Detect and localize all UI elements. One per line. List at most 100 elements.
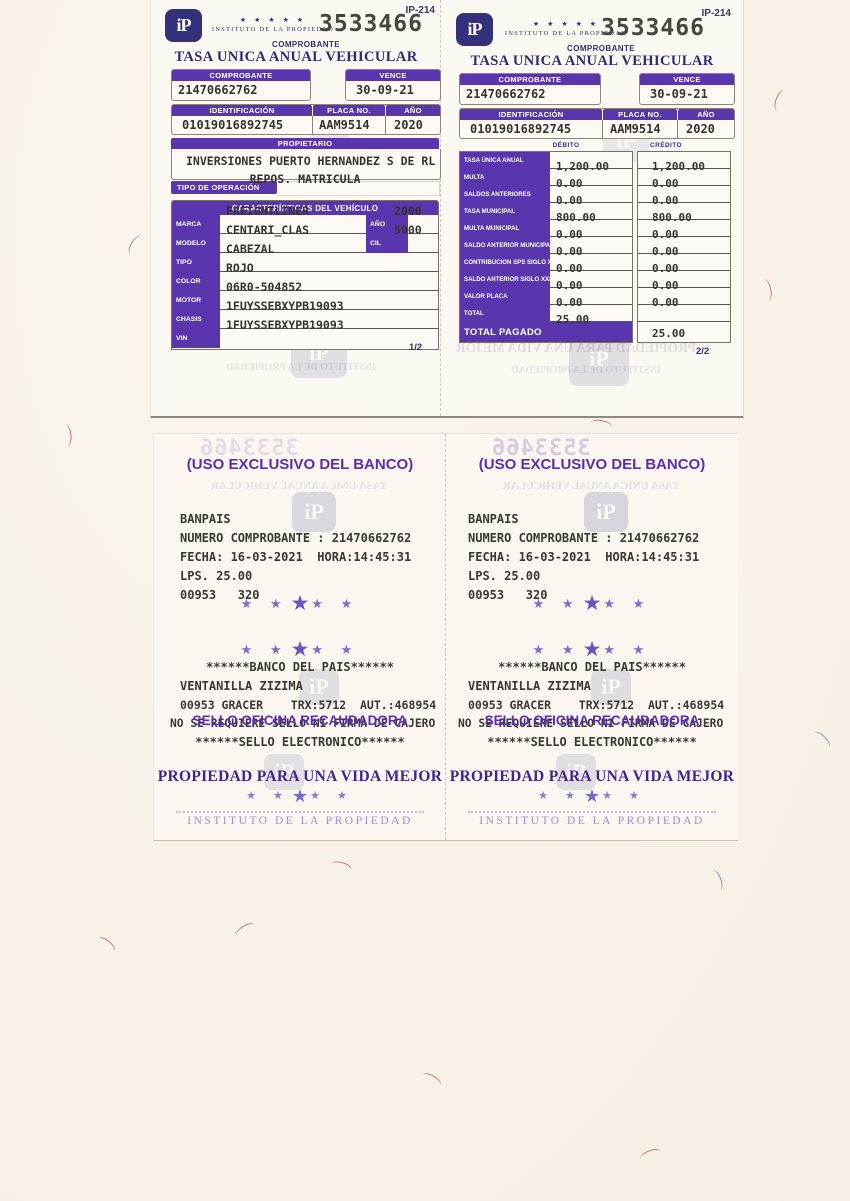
vehicle-tax-stub-2: iP ★ ★ ★ ★ ★ Instituto de la Propiedad 3…: [441, 0, 743, 416]
divider: [602, 120, 603, 138]
credito-value: 0.00: [652, 228, 679, 241]
star-icon: ★ ★: [240, 596, 289, 611]
caja-codigo-line: 00953 320: [180, 588, 260, 602]
dotted-divider: [468, 811, 716, 813]
marca-value: FREIGHTLINER: [226, 204, 310, 218]
star-icon: ★: [583, 786, 601, 806]
paper-fiber: [809, 728, 833, 753]
identification-row: IDENTIFICACIÓN PLACA No. AÑO 01019016892…: [171, 104, 441, 135]
credito-value: 0.00: [652, 296, 679, 309]
anio-label: AÑO: [386, 105, 440, 116]
paper-fiber: [772, 88, 790, 113]
propietario-label: PROPIETARIO: [171, 138, 439, 149]
bank-name: BANPAIS: [468, 512, 519, 526]
credit-row: [638, 237, 730, 254]
vehicle-row-tipo: TIPO: [172, 253, 438, 272]
credit-row: [638, 271, 730, 288]
charge-row: VALOR PLACA: [460, 288, 632, 305]
debito-value: 0.00: [556, 296, 583, 309]
placa-value: AAM9514: [319, 118, 370, 132]
credito-value: 25.00: [652, 327, 686, 340]
sello-oficina-recaudadora: SELLO OFICINA RECAUDADORA: [484, 713, 700, 728]
uso-exclusivo-banco: (USO EXCLUSIVO DEL BANCO): [478, 456, 706, 473]
identificacion-label: IDENTIFICACIÓN: [172, 105, 312, 116]
perforation-line: [445, 434, 446, 840]
perforation-line: [440, 0, 441, 416]
cil-value: 5000: [394, 223, 422, 237]
vehicle-row-modelo: MODELO CIL: [172, 234, 438, 253]
monto-line: LPS. 25.00: [468, 569, 541, 583]
slogan: PROPIEDAD PARA UNA VIDA MEJOR: [449, 768, 735, 785]
star-icon: ★ ★: [532, 642, 581, 657]
uso-exclusivo-banco: (USO EXCLUSIVO DEL BANCO): [186, 456, 414, 473]
form-title: TASA UNICA ANUAL VEHICULAR: [470, 53, 714, 69]
owner-name: INVERSIONES PUERTO HERNANDEZ S DE RL: [186, 154, 436, 168]
placa-value: AAM9514: [610, 122, 661, 136]
star-icon: ★ ★: [603, 642, 652, 657]
star-icon: ★ ★: [532, 596, 581, 611]
charge-row: MULTA MUNICIPAL: [460, 220, 632, 237]
vence-field: VENCE 30-09-21: [345, 69, 441, 101]
debito-value: 25.00: [556, 313, 590, 326]
banco-del-pais-line: ******BANCO DEL PAIS******: [206, 660, 394, 674]
star-icon: ★: [290, 592, 310, 615]
vence-field-label: VENCE: [346, 70, 440, 81]
page-number: 1/2: [409, 342, 423, 353]
receipt-sheet-bank: 3533466 TASA UNICA ANUAL VEHICULAR iP iP…: [153, 433, 738, 841]
serial-number: 3533466: [319, 11, 423, 37]
star-icon: ★ ★: [310, 790, 354, 802]
debito-header: DÉBITO: [552, 142, 580, 149]
sello-electronico-line: ******SELLO ELECTRONICO******: [195, 735, 405, 749]
bank-name: BANPAIS: [180, 512, 231, 526]
divider: [677, 120, 678, 138]
debito-value: 800.00: [556, 211, 596, 224]
comprobante-field-value: 21470662762: [178, 83, 258, 97]
vehicle-row-marca: MARCA AÑO: [172, 215, 438, 234]
paper-fiber: [758, 278, 774, 303]
institute-name: Instituto de la Propiedad: [504, 30, 628, 37]
dotted-divider: [176, 811, 424, 813]
tipo-value: CABEZAL: [226, 242, 275, 256]
header-stars: ★ ★ ★ ★ ★: [239, 17, 307, 24]
comprobante-field: COMPROBANTE 21470662762: [171, 69, 311, 101]
paper-fiber: [328, 859, 354, 876]
debito-value: 0.00: [556, 262, 583, 275]
credit-row: [638, 169, 730, 186]
star-icon: ★ ★: [240, 642, 289, 657]
tipo-operacion-box: [278, 181, 440, 196]
star-icon: ★: [291, 786, 309, 806]
vehicle-table-title: CARACTERÍSTICAS DEL VEHÍCULO: [172, 201, 438, 215]
credito-value: 800.00: [652, 211, 692, 224]
caja-codigo-line: 00953 320: [468, 588, 548, 602]
charge-row: MULTA: [460, 169, 632, 186]
credit-row: [638, 152, 730, 169]
charge-row: SALDO ANTERIOR SIGLO XXI: [460, 271, 632, 288]
star-icon: ★ ★: [603, 596, 652, 611]
credito-header: CRÉDITO: [650, 142, 682, 149]
debito-value: 1,200.00: [556, 160, 609, 173]
ghost-mirrored-title: TASA UNICA ANUAL VEHICULAR: [210, 480, 388, 492]
star-icon: ★: [582, 592, 602, 615]
bank-stub-1: 3533466 TASA UNICA ANUAL VEHICULAR iP iP…: [154, 434, 446, 840]
divider: [312, 116, 313, 134]
paper-fiber: [233, 920, 259, 941]
charge-row: SALDO ANTERIOR MUNICIPAL: [460, 237, 632, 254]
vehicle-row-motor: MOTOR: [172, 291, 438, 310]
ghost-mirrored-title: TASA UNICA ANUAL VEHICULAR: [502, 480, 680, 492]
trx-line: 00953 GRACER TRX:5712 AUT.:468954: [468, 698, 725, 712]
vehicle-row-chasis: CHASIS: [172, 310, 438, 329]
numero-comprobante-line: NUMERO COMPROBANTE : 21470662762: [468, 531, 700, 545]
placa-label: PLACA No.: [603, 109, 677, 120]
star-icon: ★ ★: [246, 790, 290, 802]
modelo-value: CENTARI_CLAS: [226, 223, 310, 237]
charge-row: TASA MUNICIPAL: [460, 203, 632, 220]
ventanilla-line: VENTANILLA ZIZIMA: [468, 679, 591, 693]
credito-value: 0.00: [652, 279, 679, 292]
sello-oficina-recaudadora: SELLO OFICINA RECAUDADORA: [192, 713, 408, 728]
charge-row: SALDOS ANTERIORES: [460, 186, 632, 203]
credito-value: 0.00: [652, 194, 679, 207]
color-value: ROJO: [226, 261, 254, 275]
anio-value: 2020: [394, 118, 423, 132]
charge-row: CONTRIBUCION SPS SIGLO XXI: [460, 254, 632, 271]
